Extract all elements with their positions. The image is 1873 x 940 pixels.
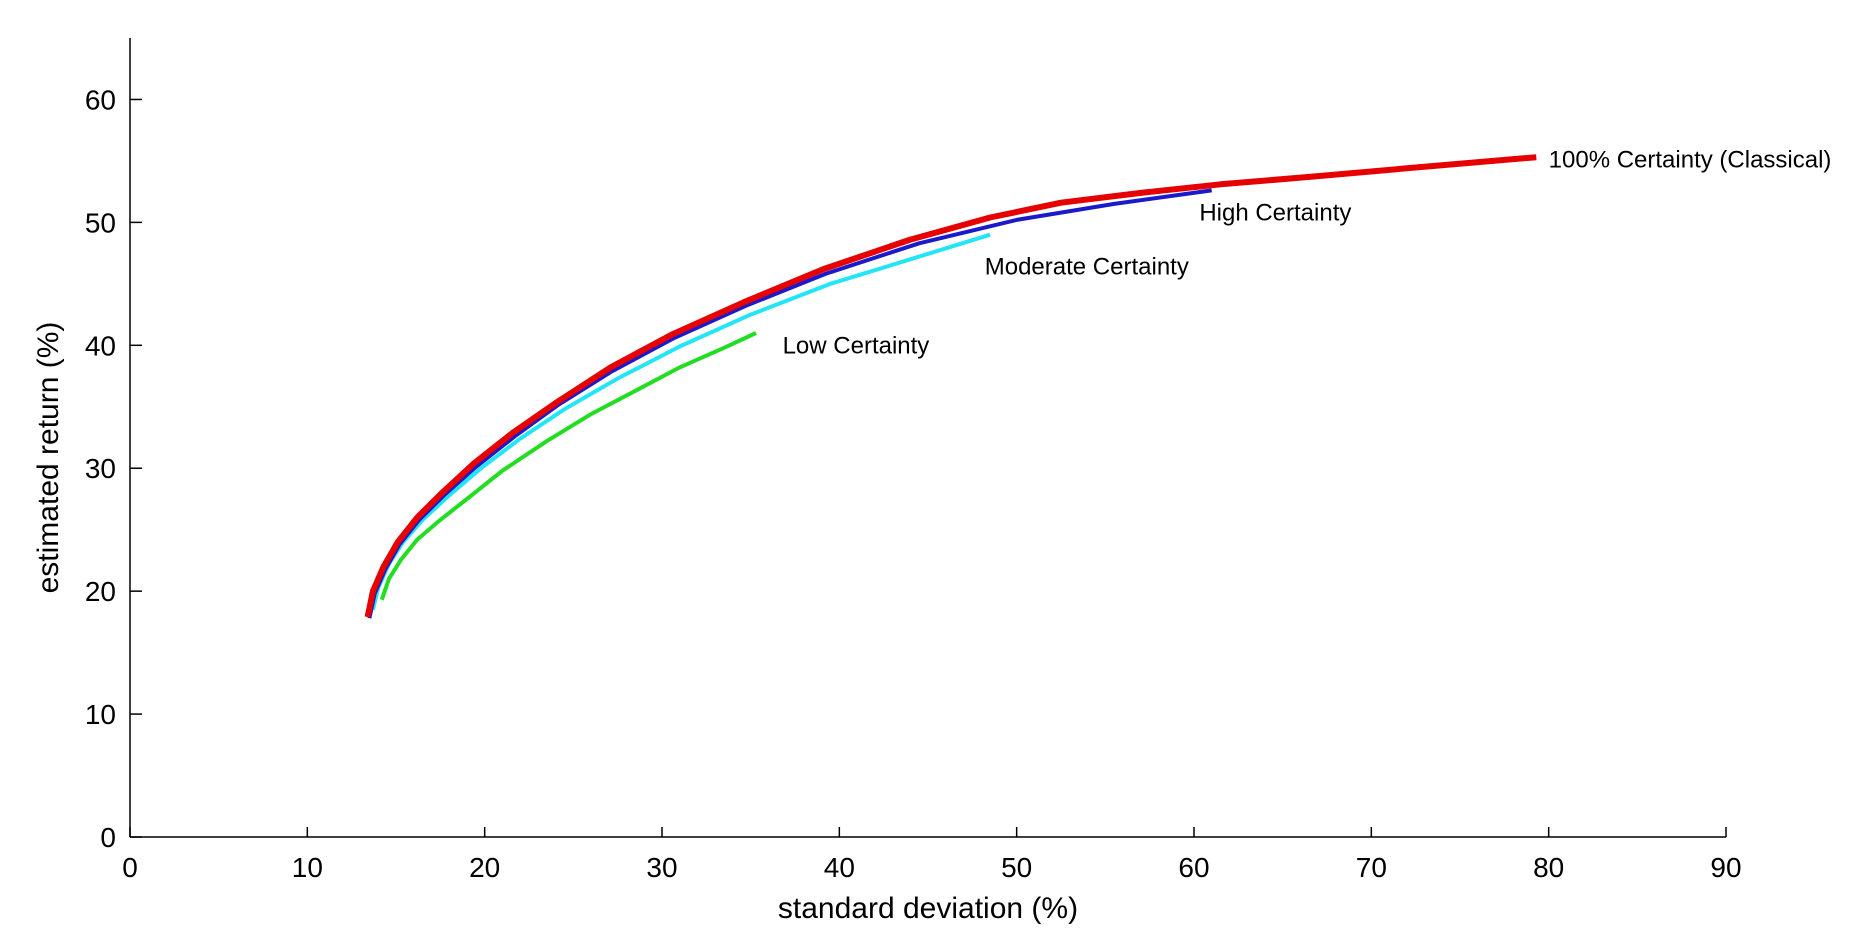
- x-tick-label: 60: [1178, 852, 1209, 883]
- axes: 0 10 20 30 40 50 60 70 80 90 0 10 20 30 40 50 60: [85, 38, 1742, 883]
- x-tick-label: 40: [824, 852, 855, 883]
- y-tick-label: 60: [85, 84, 116, 115]
- series-line-low-certainty: [379, 331, 757, 601]
- x-tick-label: 10: [292, 852, 323, 883]
- x-tick-label: 20: [469, 852, 500, 883]
- x-tick-label: 80: [1533, 852, 1564, 883]
- y-tick-label: 10: [85, 699, 116, 730]
- x-tick-label: 50: [1001, 852, 1032, 883]
- series-label: 100% Certainty (Classical): [1549, 147, 1832, 174]
- x-tick-label: 70: [1356, 852, 1387, 883]
- y-tick-label: 50: [85, 207, 116, 238]
- series-labels: Low Certainty Moderate Certainty High Cert…: [783, 147, 1832, 360]
- y-axis-title: estimated return (%): [32, 322, 65, 594]
- series-label: Moderate Certainty: [985, 254, 1189, 281]
- y-tick-label: 20: [85, 576, 116, 607]
- y-tick-label: 30: [85, 453, 116, 484]
- x-tick-label: 30: [646, 852, 677, 883]
- y-tick-label: 0: [100, 822, 116, 853]
- y-tick-label: 40: [85, 330, 116, 361]
- series-layer: [364, 154, 1537, 619]
- series-label: High Certainty: [1199, 200, 1351, 227]
- x-tick-label: 90: [1710, 852, 1741, 883]
- x-axis-title: standard deviation (%): [778, 892, 1078, 925]
- series-line-100-certainty-classical: [364, 154, 1537, 618]
- series-label: Low Certainty: [783, 332, 930, 359]
- series-line-moderate-certainty: [370, 232, 991, 611]
- x-tick-label: 0: [122, 852, 138, 883]
